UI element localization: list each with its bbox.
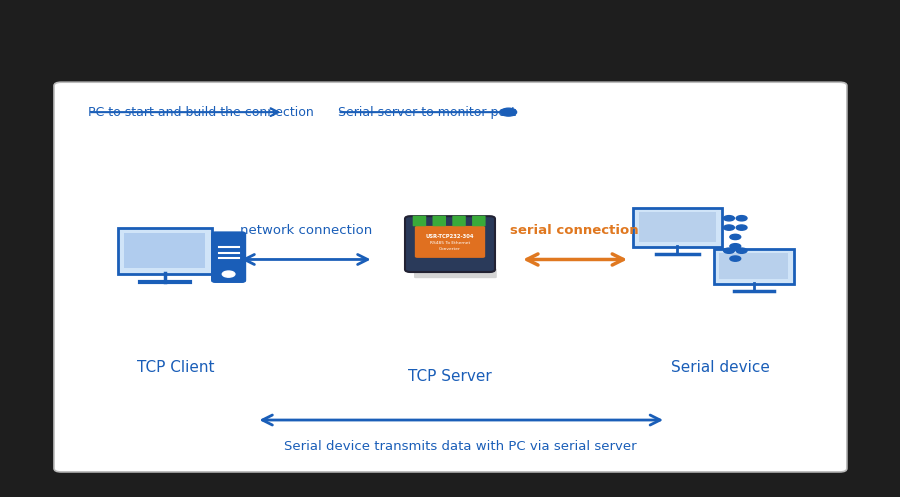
Circle shape — [736, 248, 747, 253]
Circle shape — [730, 234, 741, 240]
FancyBboxPatch shape — [212, 233, 245, 282]
Circle shape — [736, 216, 747, 221]
Text: TCP Client: TCP Client — [137, 360, 214, 375]
FancyBboxPatch shape — [633, 208, 722, 247]
FancyBboxPatch shape — [714, 249, 794, 284]
Text: network connection: network connection — [240, 224, 372, 238]
Circle shape — [724, 225, 734, 230]
FancyBboxPatch shape — [433, 216, 446, 226]
Text: Serial server to monitor port: Serial server to monitor port — [338, 106, 516, 119]
FancyBboxPatch shape — [405, 216, 495, 272]
Circle shape — [730, 256, 741, 261]
Text: TCP Server: TCP Server — [408, 369, 492, 384]
Circle shape — [724, 248, 734, 253]
Text: Serial device transmits data with PC via serial server: Serial device transmits data with PC via… — [284, 440, 637, 453]
Circle shape — [724, 216, 734, 221]
Text: serial connection: serial connection — [510, 224, 638, 238]
Circle shape — [730, 244, 741, 249]
Circle shape — [500, 108, 517, 116]
FancyBboxPatch shape — [124, 233, 205, 268]
Text: Serial device: Serial device — [670, 360, 770, 375]
FancyBboxPatch shape — [472, 216, 486, 226]
FancyBboxPatch shape — [413, 216, 427, 226]
Text: Converter: Converter — [439, 247, 461, 251]
FancyBboxPatch shape — [118, 228, 212, 273]
FancyBboxPatch shape — [54, 82, 847, 472]
FancyBboxPatch shape — [415, 226, 485, 258]
FancyBboxPatch shape — [453, 216, 466, 226]
Text: USR-TCP232-304: USR-TCP232-304 — [426, 234, 474, 239]
FancyBboxPatch shape — [719, 253, 788, 279]
FancyBboxPatch shape — [639, 212, 716, 243]
FancyBboxPatch shape — [414, 268, 497, 278]
Circle shape — [222, 271, 235, 277]
Text: PC to start and build the connection: PC to start and build the connection — [88, 106, 314, 119]
Circle shape — [736, 225, 747, 230]
Text: RS485 To Ethernet: RS485 To Ethernet — [430, 241, 470, 245]
